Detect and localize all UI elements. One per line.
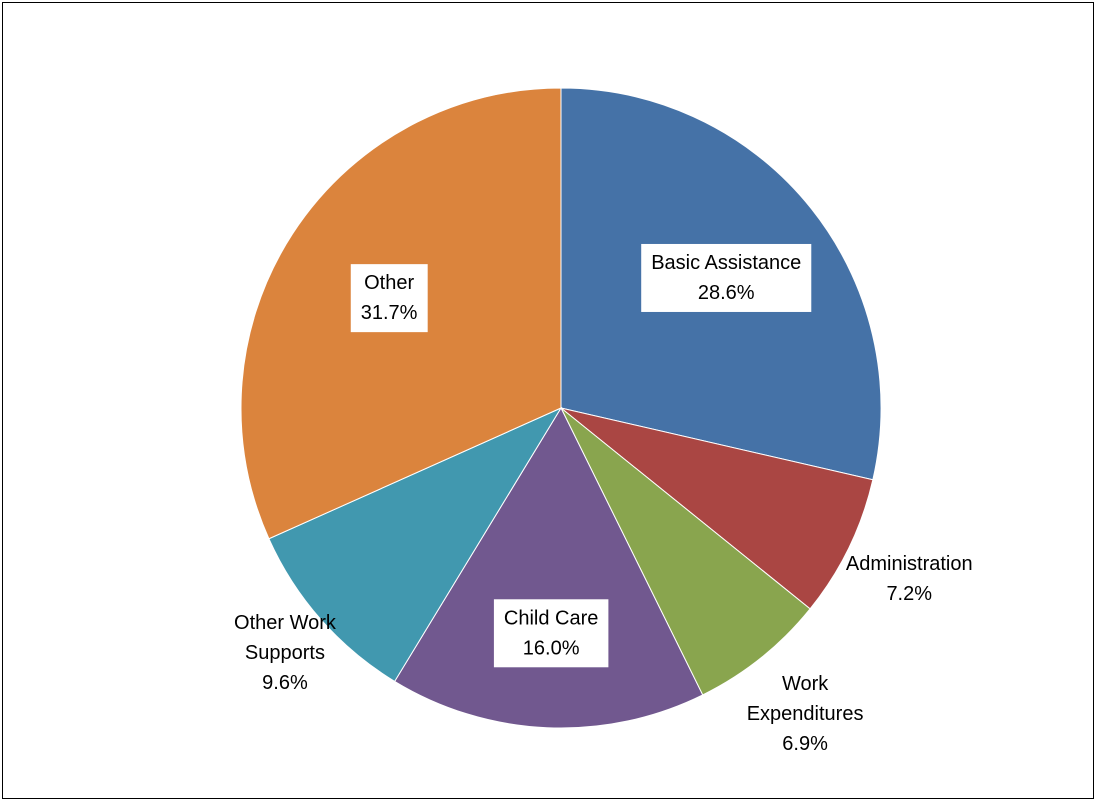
pie-slice-other-work-supports	[268, 406, 563, 683]
slice-label-work-expenditures: Work Expenditures 6.9%	[747, 673, 864, 755]
label-box	[641, 243, 812, 312]
slice-category-label: Supports	[245, 642, 325, 664]
slice-value-label: 7.2%	[886, 583, 932, 605]
slice-category-label: Child Care	[504, 607, 598, 629]
pie-slice-child-care	[393, 406, 704, 729]
label-box	[350, 264, 428, 333]
slice-label-other: Other 31.7%	[350, 264, 428, 333]
slice-category-label: Expenditures	[747, 703, 864, 725]
slice-value-label: 9.6%	[262, 672, 308, 694]
slice-value-label: 6.9%	[782, 733, 828, 755]
slice-category-label: Other Work	[234, 612, 337, 634]
slice-value-label: 28.6%	[698, 282, 755, 304]
slice-label-child-care: Child Care 16.0%	[493, 599, 609, 668]
slice-category-label: Work	[782, 673, 829, 695]
slice-value-label: 31.7%	[361, 302, 418, 324]
slice-label-other-work-supports: Other Work Supports 9.6%	[234, 612, 337, 694]
pie-labels: Basic Assistance 28.6% Administration 7.2% W…	[234, 243, 973, 755]
pie-slice-administration	[560, 407, 874, 610]
slice-label-basic-assistance: Basic Assistance 28.6%	[641, 243, 812, 312]
pie-slice-work-expenditures	[560, 407, 811, 696]
slice-category-label: Administration	[846, 553, 973, 575]
slice-value-label: 16.0%	[523, 637, 580, 659]
slice-label-administration: Administration 7.2%	[846, 553, 973, 605]
slice-category-label: Basic Assistance	[651, 252, 801, 274]
label-box	[493, 599, 609, 668]
slice-category-label: Other	[364, 272, 414, 294]
